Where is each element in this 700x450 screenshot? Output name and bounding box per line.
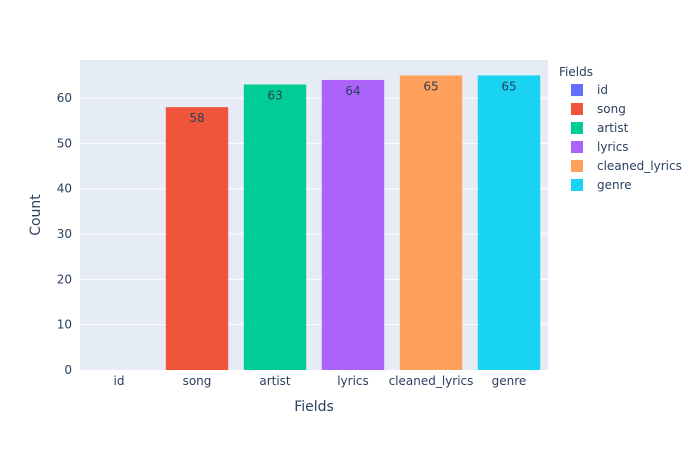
x-axis-title: Fields (294, 399, 334, 415)
y-axis-title: Count (28, 194, 44, 236)
bar-artist (243, 84, 307, 370)
y-tick-label: 10 (57, 318, 72, 332)
legend-swatch (571, 103, 583, 115)
bar-value-label: 58 (189, 111, 204, 125)
legend-entry: genre (597, 178, 632, 192)
x-tick-label: cleaned_lyrics (389, 374, 474, 388)
plot-background (80, 60, 548, 370)
legend-swatch (571, 179, 583, 191)
y-tick-label: 20 (57, 272, 72, 286)
y-tick-label: 0 (64, 363, 72, 377)
legend-swatch (571, 160, 583, 172)
x-tick-label: id (114, 374, 125, 388)
grid-lines (80, 97, 548, 326)
bar-value-label: 63 (267, 88, 282, 102)
y-tick-label: 40 (57, 182, 72, 196)
bar-cleaned-lyrics (399, 75, 463, 370)
legend-title: Fields (559, 65, 593, 79)
legend: Fields id song artist lyrics cleaned_lyricsg… (559, 65, 682, 192)
x-tick-label: lyrics (337, 374, 369, 388)
legend-entry: cleaned_lyrics (597, 159, 682, 173)
legend-swatch (571, 122, 583, 134)
legend-entry: id (597, 83, 608, 97)
legend-entry: artist (597, 121, 629, 135)
y-tick-label: 60 (57, 91, 72, 105)
legend-entry: lyrics (597, 140, 629, 154)
y-tick-label: 50 (57, 136, 72, 150)
bar-value-label: 65 (423, 79, 438, 93)
y-axis-ticks: 0 10 20 30 40 50 60 (57, 91, 72, 377)
x-axis-ticks: id song artist lyrics cleaned_lyrics genre (114, 374, 527, 388)
bar-song (165, 107, 229, 370)
y-tick-label: 30 (57, 227, 72, 241)
bar-lyrics (321, 79, 385, 370)
bars (165, 75, 541, 370)
bar-value-label: 65 (501, 79, 516, 93)
legend-entry: song (597, 102, 626, 116)
x-tick-label: genre (492, 374, 527, 388)
bar-value-label: 64 (345, 84, 360, 98)
legend-swatch (571, 84, 583, 96)
bar-labels: 58 63 64 65 65 (189, 79, 516, 125)
legend-swatch (571, 141, 583, 153)
x-tick-label: artist (259, 374, 291, 388)
x-tick-label: song (183, 374, 212, 388)
bar-genre (477, 75, 541, 370)
